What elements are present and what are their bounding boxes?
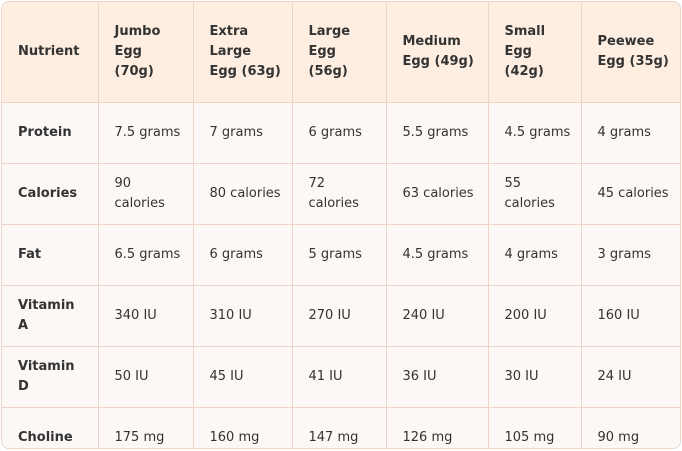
table-cell: 24 IU bbox=[581, 346, 680, 408]
row-label: Choline bbox=[2, 407, 99, 448]
table-cell: 105 mg bbox=[488, 407, 582, 448]
table-row-choline: Choline 175 mg 160 mg 147 mg 126 mg 105 … bbox=[2, 407, 680, 448]
header-large-egg: Large Egg (56g) bbox=[292, 2, 387, 103]
table-row-calories: Calories 90 calories 80 calories 72 calo… bbox=[2, 163, 680, 225]
table-cell: 4.5 grams bbox=[386, 224, 489, 286]
table-cell: 4 grams bbox=[488, 224, 582, 286]
table-cell: 30 IU bbox=[488, 346, 582, 408]
table-cell: 240 IU bbox=[386, 285, 489, 347]
table-body: Protein 7.5 grams 7 grams 6 grams 5.5 gr… bbox=[2, 102, 680, 448]
row-label: Fat bbox=[2, 224, 99, 286]
table-cell: 72 calories bbox=[292, 163, 387, 225]
table-cell: 6 grams bbox=[292, 102, 387, 164]
header-peewee-egg: Peewee Egg (35g) bbox=[581, 2, 680, 103]
table-row-protein: Protein 7.5 grams 7 grams 6 grams 5.5 gr… bbox=[2, 102, 680, 164]
row-label: Protein bbox=[2, 102, 99, 164]
table-cell: 147 mg bbox=[292, 407, 387, 448]
table-cell: 4.5 grams bbox=[488, 102, 582, 164]
table-cell: 36 IU bbox=[386, 346, 489, 408]
table-cell: 90 calories bbox=[98, 163, 194, 225]
row-label: Vitamin D bbox=[2, 346, 99, 408]
table-cell: 80 calories bbox=[193, 163, 293, 225]
header-jumbo-egg: Jumbo Egg (70g) bbox=[98, 2, 194, 103]
table-cell: 55 calories bbox=[488, 163, 582, 225]
table-cell: 45 calories bbox=[581, 163, 680, 225]
table-cell: 6 grams bbox=[193, 224, 293, 286]
header-row: Nutrient Jumbo Egg (70g) Extra Large Egg… bbox=[2, 2, 680, 103]
table-cell: 310 IU bbox=[193, 285, 293, 347]
table-cell: 63 calories bbox=[386, 163, 489, 225]
row-label: Calories bbox=[2, 163, 99, 225]
table-cell: 7.5 grams bbox=[98, 102, 194, 164]
table-cell: 4 grams bbox=[581, 102, 680, 164]
table-cell: 270 IU bbox=[292, 285, 387, 347]
table-header: Nutrient Jumbo Egg (70g) Extra Large Egg… bbox=[2, 2, 680, 103]
table-cell: 126 mg bbox=[386, 407, 489, 448]
row-label: Vitamin A bbox=[2, 285, 99, 347]
table-cell: 90 mg bbox=[581, 407, 680, 448]
table-cell: 6.5 grams bbox=[98, 224, 194, 286]
table-cell: 160 IU bbox=[581, 285, 680, 347]
header-medium-egg: Medium Egg (49g) bbox=[386, 2, 489, 103]
table-row-fat: Fat 6.5 grams 6 grams 5 grams 4.5 grams … bbox=[2, 224, 680, 286]
table-row-vitamin-a: Vitamin A 340 IU 310 IU 270 IU 240 IU 20… bbox=[2, 285, 680, 347]
table-cell: 200 IU bbox=[488, 285, 582, 347]
table-cell: 175 mg bbox=[98, 407, 194, 448]
table-cell: 45 IU bbox=[193, 346, 293, 408]
header-nutrient: Nutrient bbox=[2, 2, 99, 103]
table-cell: 50 IU bbox=[98, 346, 194, 408]
table-cell: 160 mg bbox=[193, 407, 293, 448]
table-cell: 7 grams bbox=[193, 102, 293, 164]
table-cell: 5.5 grams bbox=[386, 102, 489, 164]
header-extra-large-egg: Extra Large Egg (63g) bbox=[193, 2, 293, 103]
table-row-vitamin-d: Vitamin D 50 IU 45 IU 41 IU 36 IU 30 IU … bbox=[2, 346, 680, 408]
table-cell: 340 IU bbox=[98, 285, 194, 347]
table-cell: 5 grams bbox=[292, 224, 387, 286]
table-cell: 3 grams bbox=[581, 224, 680, 286]
header-small-egg: Small Egg (42g) bbox=[488, 2, 582, 103]
table-cell: 41 IU bbox=[292, 346, 387, 408]
